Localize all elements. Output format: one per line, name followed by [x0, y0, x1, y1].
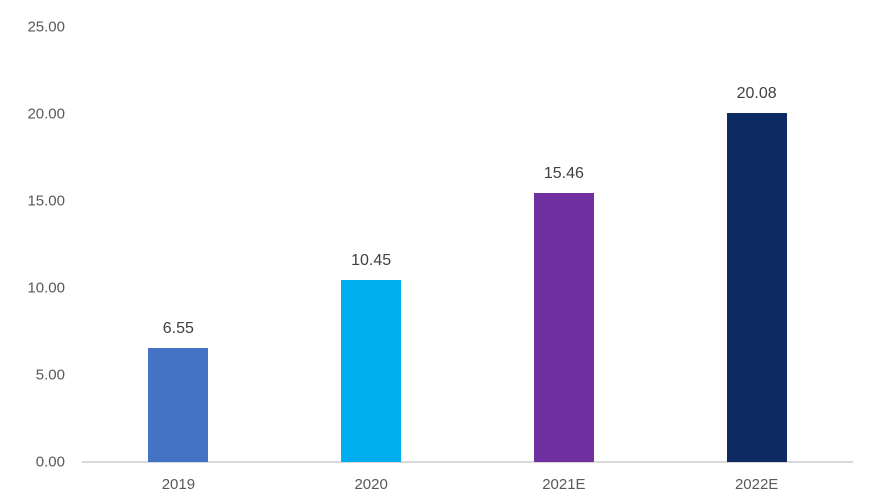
bar-value-label: 6.55	[162, 320, 194, 338]
x-tick-label: 2019	[161, 476, 196, 493]
bar-value-label: 10.45	[351, 252, 392, 270]
bar	[148, 348, 209, 462]
x-tick-label: 2021E	[542, 476, 586, 493]
bar	[533, 192, 594, 462]
y-tick-label: 20.00	[27, 105, 65, 123]
y-tick-label: 5.00	[35, 366, 65, 384]
x-tick-label: 2020	[354, 476, 388, 493]
bar	[726, 112, 787, 462]
y-tick-label: 10.00	[27, 279, 65, 297]
bar-value-label: 20.08	[736, 84, 777, 102]
x-axis-line	[82, 461, 853, 463]
x-tick-label: 2022E	[734, 476, 779, 493]
y-tick-label: 0.00	[35, 453, 65, 471]
y-tick-label: 15.00	[27, 192, 65, 210]
y-tick-label: 25.00	[27, 18, 65, 36]
bar-value-label: 15.46	[543, 164, 584, 182]
bar	[341, 280, 402, 462]
